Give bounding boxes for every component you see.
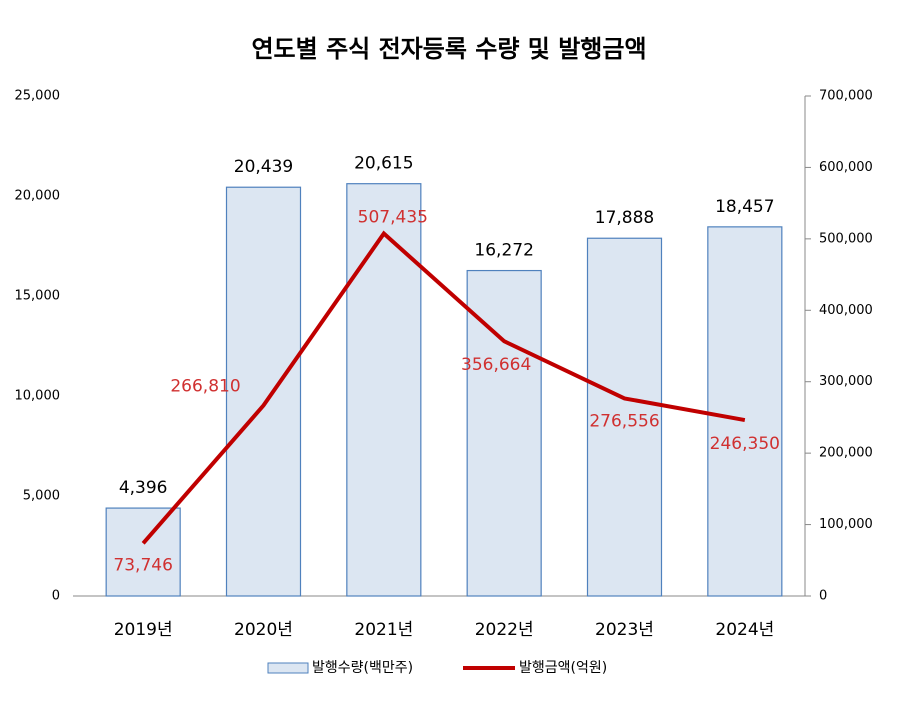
bar bbox=[707, 226, 783, 597]
bar-value-label: 18,457 bbox=[715, 197, 774, 217]
y2-tick-label: 500,000 bbox=[819, 231, 873, 246]
x-tick-label: 2021년 bbox=[354, 620, 413, 640]
legend-swatch bbox=[267, 662, 309, 674]
y-tick-label: 10,000 bbox=[15, 389, 61, 404]
bar-value-label: 4,396 bbox=[119, 478, 168, 498]
x-tick-label: 2019년 bbox=[114, 620, 173, 640]
legend-label: 발행금액(억원) bbox=[519, 660, 607, 676]
y2-tick-label: 0 bbox=[819, 589, 827, 604]
bar-value-label: 16,272 bbox=[474, 241, 533, 261]
x-tick-label: 2020년 bbox=[234, 620, 293, 640]
line-value-label: 73,746 bbox=[113, 555, 172, 575]
legend-label: 발행수량(백만주) bbox=[312, 660, 413, 676]
line-value-label: 276,556 bbox=[589, 411, 659, 431]
bar bbox=[225, 186, 302, 597]
bar bbox=[586, 237, 663, 597]
bar-value-label: 17,888 bbox=[595, 208, 654, 228]
line-value-label: 356,664 bbox=[461, 355, 531, 375]
y-tick-label: 5,000 bbox=[23, 489, 60, 504]
x-tick-label: 2023년 bbox=[595, 620, 654, 640]
x-tick-label: 2024년 bbox=[715, 620, 774, 640]
chart-title: 연도별 주식 전자등록 수량 및 발행금액 bbox=[251, 35, 646, 63]
y2-tick-label: 700,000 bbox=[819, 89, 873, 104]
y-tick-label: 15,000 bbox=[15, 289, 61, 304]
line-value-label: 266,810 bbox=[170, 376, 240, 396]
y2-tick-label: 200,000 bbox=[819, 446, 873, 461]
y2-tick-label: 100,000 bbox=[819, 517, 873, 532]
line-value-label: 507,435 bbox=[358, 208, 428, 228]
y2-tick-label: 400,000 bbox=[819, 303, 873, 318]
y-tick-label: 25,000 bbox=[15, 89, 61, 104]
y-tick-label: 20,000 bbox=[15, 189, 61, 204]
line-value-label: 246,350 bbox=[710, 434, 780, 454]
bar bbox=[466, 269, 542, 597]
bar-value-label: 20,615 bbox=[354, 154, 413, 174]
bar-value-label: 20,439 bbox=[234, 157, 293, 177]
y-tick-label: 0 bbox=[52, 589, 60, 604]
y2-tick-label: 600,000 bbox=[819, 160, 873, 175]
bar bbox=[105, 507, 181, 597]
line bbox=[141, 230, 746, 545]
x-tick-label: 2022년 bbox=[475, 620, 534, 640]
bar bbox=[346, 183, 422, 597]
y2-tick-label: 300,000 bbox=[819, 374, 873, 389]
